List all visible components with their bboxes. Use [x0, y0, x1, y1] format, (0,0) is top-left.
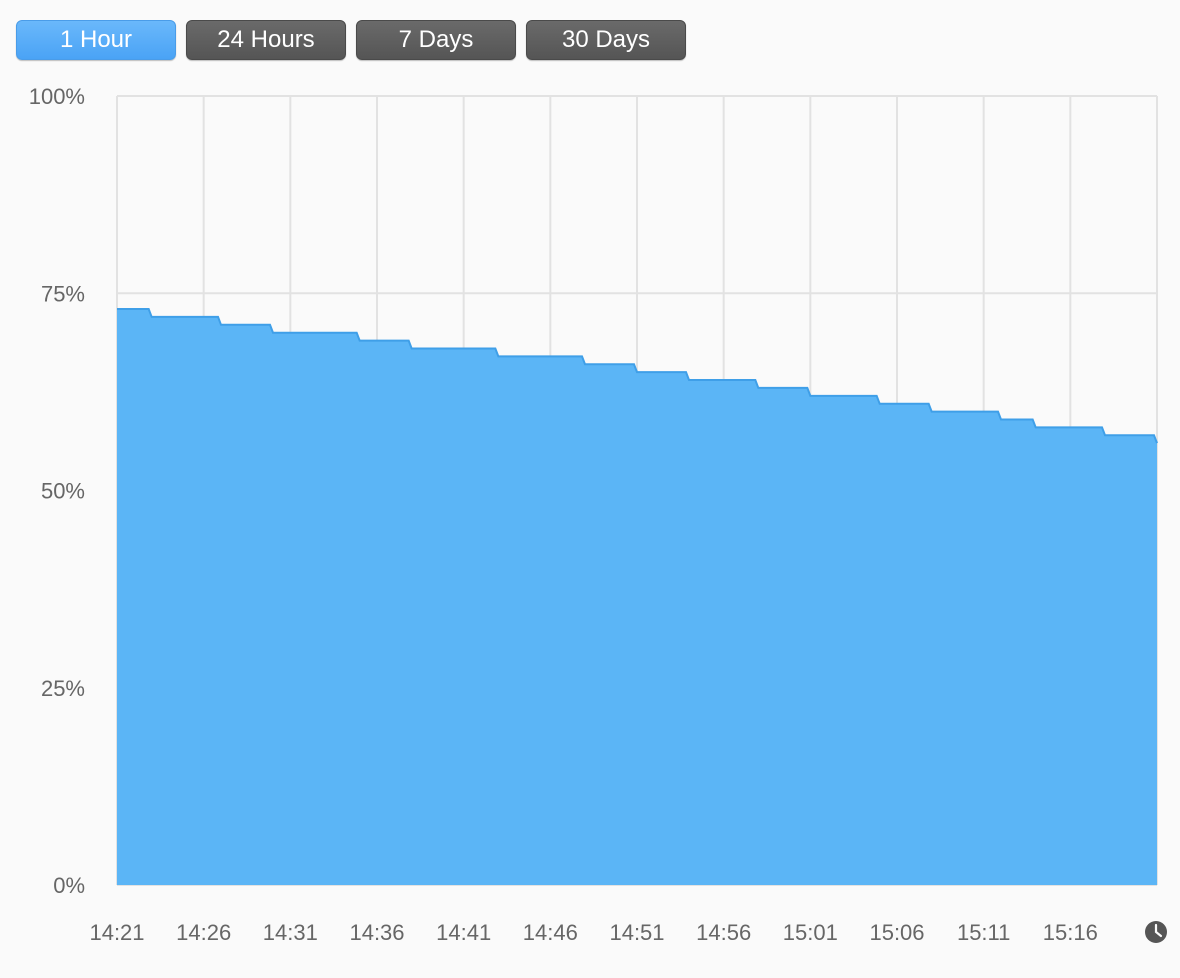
y-tick-label: 100% [29, 84, 85, 109]
y-axis: 0% 25% 50% 75% 100% [29, 84, 85, 898]
range-button-24-hours[interactable]: 24 Hours [186, 20, 346, 60]
y-tick-label: 50% [41, 479, 85, 504]
x-tick-label: 15:16 [1043, 920, 1098, 945]
range-button-30-days[interactable]: 30 Days [526, 20, 686, 60]
x-tick-label: 14:56 [696, 920, 751, 945]
y-tick-label: 25% [41, 676, 85, 701]
x-tick-label: 14:51 [609, 920, 664, 945]
x-tick-label: 14:26 [176, 920, 231, 945]
x-tick-label: 14:31 [263, 920, 318, 945]
area-line [117, 308, 1158, 444]
x-tick-label: 14:21 [89, 920, 144, 945]
area-series [117, 308, 1158, 885]
x-tick-label: 15:11 [957, 920, 1010, 945]
x-tick-label: 14:46 [523, 920, 578, 945]
x-tick-label: 15:01 [783, 920, 838, 945]
clock-icon[interactable] [1145, 921, 1167, 943]
range-button-7-days[interactable]: 7 Days [356, 20, 516, 60]
x-tick-label: 14:41 [436, 920, 491, 945]
x-tick-label: 14:36 [349, 920, 404, 945]
range-button-1-hour[interactable]: 1 Hour [16, 20, 176, 60]
y-tick-label: 75% [41, 281, 85, 306]
area-fill [117, 309, 1157, 885]
y-tick-label: 0% [53, 873, 85, 898]
x-axis: 14:21 14:26 14:31 14:36 14:41 14:46 14:51 14:56… [89, 920, 1097, 945]
time-range-selector: 1 Hour 24 Hours 7 Days 30 Days [16, 20, 686, 60]
x-tick-label: 15:06 [869, 920, 924, 945]
